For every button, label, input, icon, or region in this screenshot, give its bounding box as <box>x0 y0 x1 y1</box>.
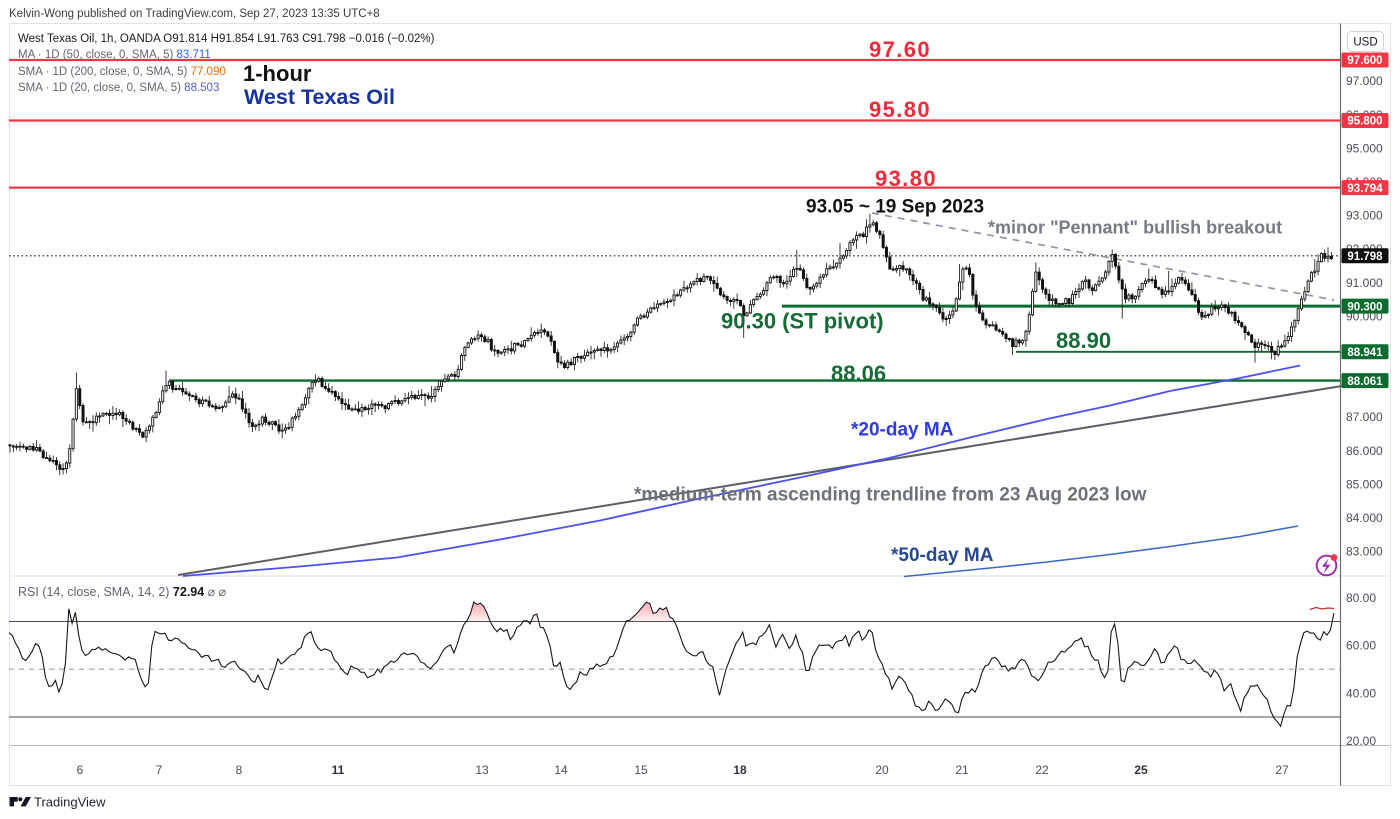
svg-text:90.300: 90.300 <box>1347 301 1382 313</box>
svg-text:*20-day MA: *20-day MA <box>851 420 954 441</box>
svg-text:40.00: 40.00 <box>1346 686 1376 700</box>
svg-text:SMA · 1D (20, close, 0, SMA, 5: SMA · 1D (20, close, 0, SMA, 5) 88.503 <box>18 82 219 94</box>
svg-text:13: 13 <box>475 763 489 777</box>
svg-text:83.000: 83.000 <box>1346 545 1383 559</box>
svg-text:88.06: 88.06 <box>831 361 886 386</box>
svg-text:25: 25 <box>1134 763 1148 777</box>
svg-text:*minor "Pennant" bullish break: *minor "Pennant" bullish breakout <box>988 218 1282 238</box>
svg-text:93.794: 93.794 <box>1347 183 1383 195</box>
svg-text:20: 20 <box>875 763 889 777</box>
svg-text:*medium-term ascending trendli: *medium-term ascending trendline from 23… <box>634 485 1147 506</box>
svg-text:14: 14 <box>554 763 568 777</box>
svg-text:95.80: 95.80 <box>869 97 931 122</box>
svg-text:1-hour: 1-hour <box>243 61 312 86</box>
svg-text:TradingView: TradingView <box>34 795 106 810</box>
svg-text:21: 21 <box>955 763 969 777</box>
svg-text:84.000: 84.000 <box>1346 511 1383 525</box>
svg-text:88.061: 88.061 <box>1347 376 1383 388</box>
svg-text:80.00: 80.00 <box>1346 591 1376 605</box>
svg-text:8: 8 <box>236 763 243 777</box>
svg-text:*50-day MA: *50-day MA <box>891 545 994 566</box>
svg-text:West Texas Oil, 1h, OANDA O91: West Texas Oil, 1h, OANDA O91.814 H91.85… <box>18 33 435 45</box>
svg-text:USD: USD <box>1353 37 1377 49</box>
svg-text:60.00: 60.00 <box>1346 639 1376 653</box>
svg-text:Kelvin-Wong published on Tradi: Kelvin-Wong published on TradingView.com… <box>9 8 380 20</box>
svg-text:97.600: 97.600 <box>1347 55 1382 67</box>
svg-text:93.05 ~ 19 Sep 2023: 93.05 ~ 19 Sep 2023 <box>806 197 984 218</box>
svg-text:97.000: 97.000 <box>1346 74 1383 88</box>
svg-text:15: 15 <box>634 763 648 777</box>
svg-text:87.000: 87.000 <box>1346 410 1383 424</box>
svg-text:95.800: 95.800 <box>1347 116 1382 128</box>
svg-text:91.798: 91.798 <box>1347 251 1383 263</box>
svg-text:SMA · 1D (200, close, 0, SMA,: SMA · 1D (200, close, 0, SMA, 5) 77.090 <box>18 66 226 78</box>
svg-text:91.000: 91.000 <box>1346 276 1383 290</box>
svg-text:93.80: 93.80 <box>875 166 937 191</box>
svg-text:22: 22 <box>1035 763 1049 777</box>
svg-text:93.000: 93.000 <box>1346 209 1383 223</box>
svg-text:7: 7 <box>156 763 163 777</box>
svg-text:97.60: 97.60 <box>869 37 931 62</box>
svg-text:6: 6 <box>77 763 84 777</box>
svg-text:20.00: 20.00 <box>1346 734 1376 748</box>
svg-text:27: 27 <box>1275 763 1289 777</box>
svg-text:West Texas Oil: West Texas Oil <box>244 85 395 109</box>
svg-text:95.000: 95.000 <box>1346 141 1383 155</box>
svg-text:18: 18 <box>733 763 747 777</box>
svg-text:85.000: 85.000 <box>1346 477 1383 491</box>
svg-text:86.000: 86.000 <box>1346 444 1383 458</box>
svg-text:RSI (14, close, SMA, 14, 2) 7: RSI (14, close, SMA, 14, 2) 72.94 ⌀ ⌀ <box>18 585 227 599</box>
svg-text:90.30 (ST pivot): 90.30 (ST pivot) <box>721 309 884 334</box>
svg-text:MA · 1D (50, close, 0, SMA, 5): MA · 1D (50, close, 0, SMA, 5) 83.711 <box>18 49 211 61</box>
svg-text:88.941: 88.941 <box>1347 347 1383 359</box>
svg-text:88.90: 88.90 <box>1056 328 1111 353</box>
svg-text:11: 11 <box>332 763 345 777</box>
